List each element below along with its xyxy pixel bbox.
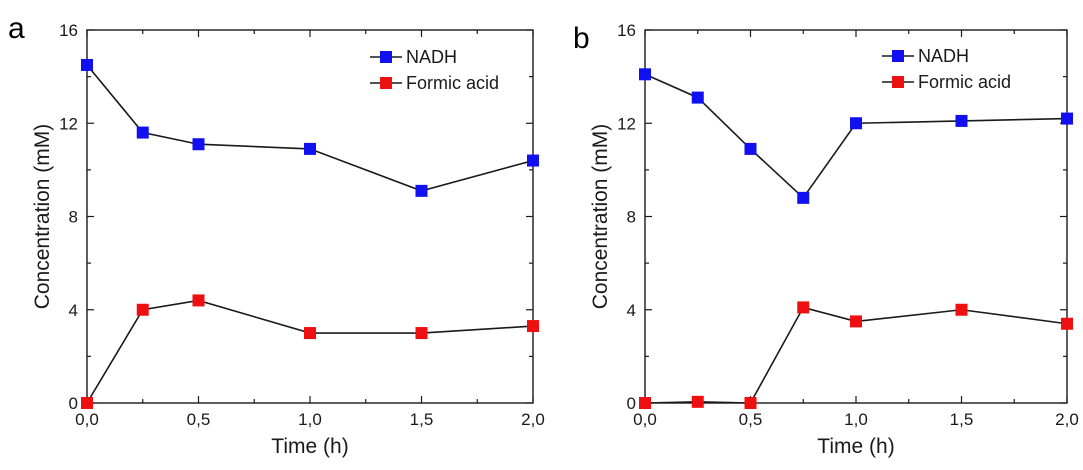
data-point [955,303,968,316]
data-point [850,117,862,130]
x-axis-title: Time (h) [271,435,348,458]
data-point [797,301,810,314]
data-point [1061,112,1073,125]
y-tick-label: 12 [617,114,636,133]
legend-marker [892,76,904,88]
x-tick-label: 0,5 [187,410,211,429]
legend-marker [380,51,392,63]
y-tick-label: 16 [617,21,636,40]
series-line [644,73,1068,200]
series-formic-acid [639,301,1073,409]
data-point [639,68,651,81]
series-formic-acid [81,294,539,409]
y-tick-label: 4 [69,301,78,320]
x-tick-label: 2,0 [521,410,545,429]
data-point [192,138,205,151]
data-point [691,91,704,104]
data-point [955,114,968,127]
x-tick-label: 0,0 [75,410,99,429]
x-tick-label: 2,0 [1055,410,1079,429]
series-nadh [81,58,539,197]
data-point [1061,317,1073,330]
x-tick-label: 0,0 [633,410,657,429]
series-line [86,64,534,192]
y-tick-label: 12 [59,114,78,133]
data-point [527,154,539,167]
y-tick-label: 0 [627,394,636,413]
series-nadh [639,68,1073,204]
data-point [691,395,704,408]
data-point [415,184,428,197]
legend: NADH Formic acid [882,46,1011,92]
data-point [797,191,810,204]
data-point [744,142,757,155]
x-tick-label: 0,5 [739,410,763,429]
panel-letter: b [573,22,590,55]
legend-label: Formic acid [918,72,1011,92]
x-axis-title: Time (h) [817,435,894,458]
y-tick-label: 0 [69,394,78,413]
y-tick-label: 4 [627,301,636,320]
panel-letter: a [8,12,25,45]
data-point [639,397,651,409]
legend-label: NADH [918,46,969,66]
data-point [744,397,757,409]
legend-label: Formic acid [406,73,499,93]
data-point [850,315,862,328]
data-point [304,142,316,155]
legend-marker [380,77,392,89]
x-tick-label: 1,0 [298,410,322,429]
legend-marker [892,50,904,62]
data-point [136,303,149,316]
x-tick-label: 1,5 [410,410,434,429]
y-tick-label: 8 [627,208,636,227]
data-point [527,320,539,333]
y-tick-label: 16 [59,21,78,40]
series-line [86,299,534,404]
data-point [415,327,428,340]
x-tick-label: 1,0 [844,410,868,429]
data-point [136,126,149,139]
data-point [304,327,316,340]
x-tick-label: 1,5 [950,410,974,429]
y-tick-label: 8 [69,208,78,227]
legend-label: NADH [406,47,457,67]
chart-panel-a: a 0,0 0,5 1,0 1,5 2,0 0 4 8 12 16 Time (h) Concentra… [8,12,545,458]
data-point [192,294,205,307]
data-point [81,58,93,71]
y-axis-title: Concentration (mM) [31,124,54,310]
y-axis-title: Concentration (mM) [589,124,612,310]
data-point [81,397,93,409]
chart-panel-b: b 0,0 0,5 1,0 1,5 2,0 0 4 8 12 16 Time (h) Concentra… [573,21,1079,458]
legend: NADH Formic acid [370,47,499,93]
